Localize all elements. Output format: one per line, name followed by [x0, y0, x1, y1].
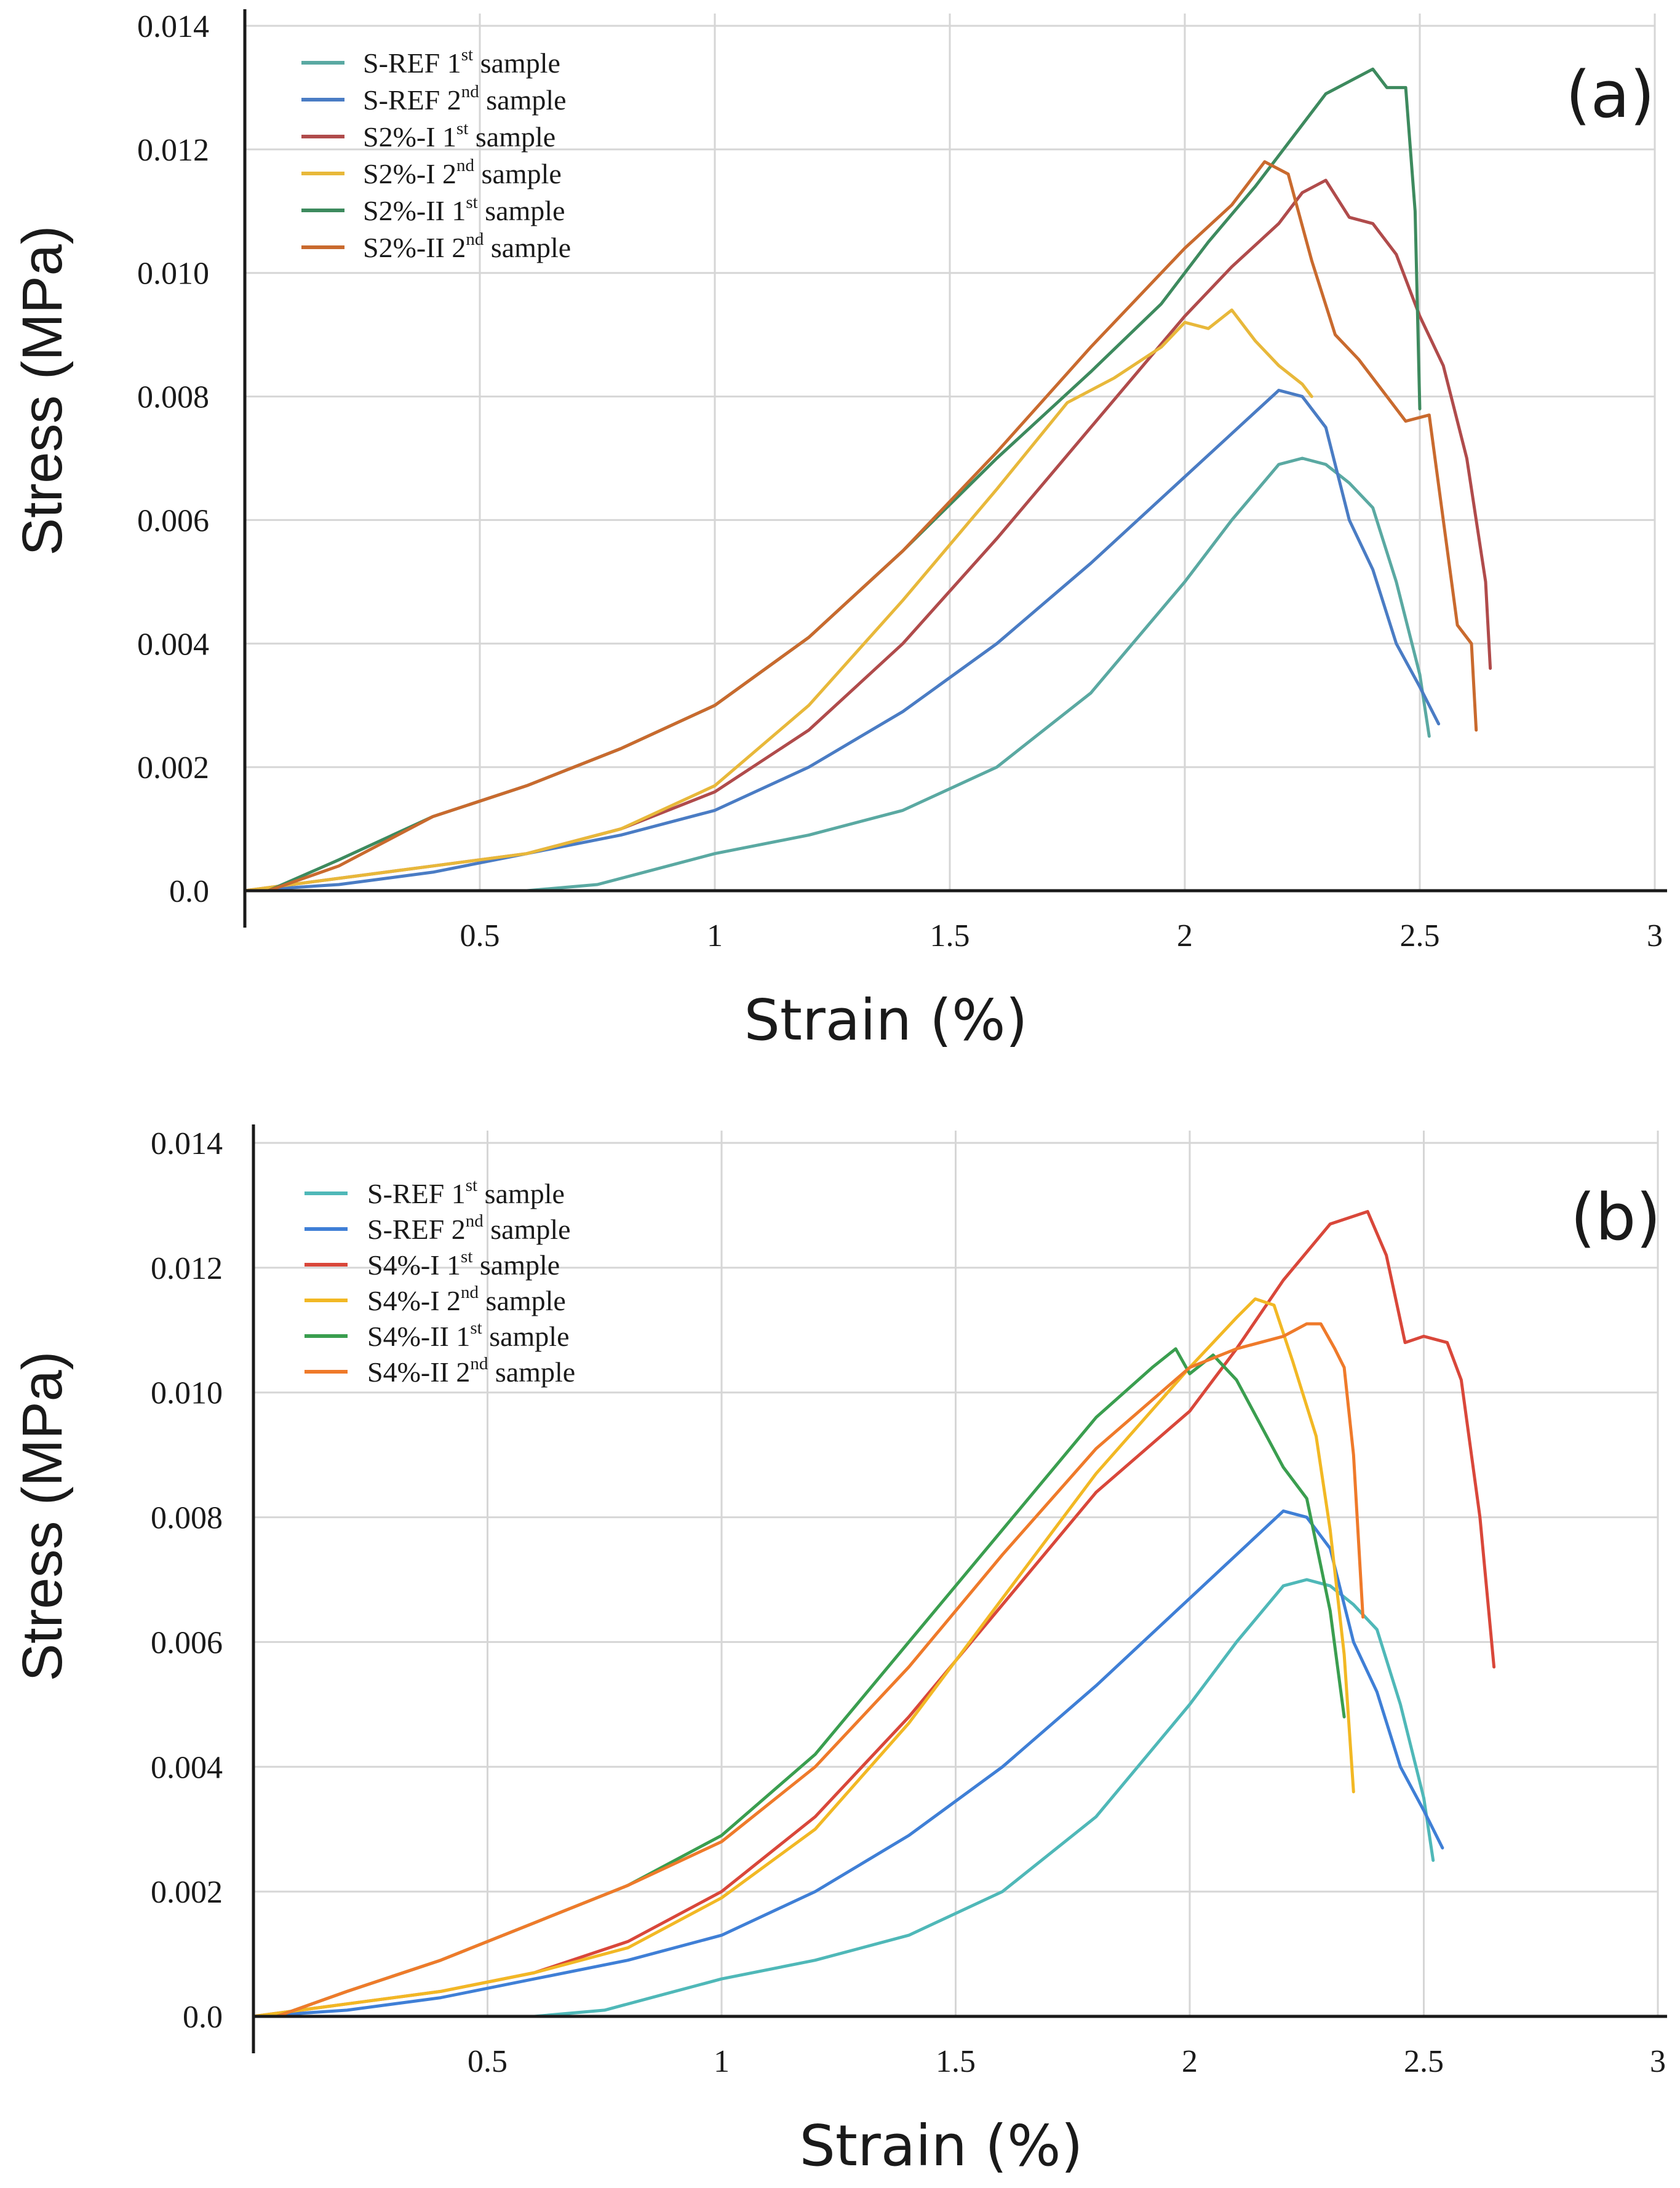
legend-label: S4%-II 2nd sample [367, 1354, 575, 1388]
y-axis-label: Stress (MPa) [11, 1351, 74, 1682]
x-tick-label: 1.5 [936, 2044, 976, 2079]
y-axis-label: Stress (MPa) [11, 226, 74, 556]
legend-label: S2%-II 2nd sample [363, 229, 571, 263]
series-line-4 [243, 308, 1313, 893]
y-tick-label: 0.012 [151, 1251, 223, 1286]
y-tick-label: 0.008 [151, 1501, 223, 1536]
legend-item: S2%-II 2nd sample [301, 229, 571, 263]
y-tick-label: 0.008 [137, 380, 209, 415]
legend-item: S-REF 2nd sample [305, 1211, 571, 1245]
y-tick-label: 0.006 [151, 1625, 223, 1660]
y-tick-label: 0.004 [151, 1750, 223, 1785]
legend-label: S2%-I 1st sample [363, 119, 555, 153]
series-line-6 [266, 160, 1478, 893]
grid [253, 1131, 1659, 2016]
x-axis-label: Strain (%) [800, 2113, 1083, 2179]
series-line-2 [252, 1509, 1444, 2018]
y-tick-label: 0.010 [151, 1376, 223, 1411]
y-tick-label: 0.002 [137, 750, 209, 786]
legend-item: S2%-I 2nd sample [301, 156, 562, 189]
legend-item: S4%-II 2nd sample [305, 1354, 575, 1388]
y-tick-label: 0.014 [137, 9, 209, 44]
tick-labels: 0.5 1 1.5 2 2.5 3 0.0 0.002 0.004 0.006 0.008 0.010… [151, 1126, 1666, 2079]
x-tick-label: 3 [1647, 918, 1663, 953]
series-line-3 [243, 178, 1492, 893]
legend-label: S-REF 1st sample [363, 45, 560, 79]
panel-label: (a) [1566, 57, 1655, 132]
x-tick-label: 2.5 [1400, 918, 1440, 953]
y-tick-label: 0.002 [151, 1875, 223, 1910]
legend-label: S4%-II 1st sample [367, 1318, 570, 1352]
legend-item: S4%-I 1st sample [305, 1247, 560, 1281]
x-tick-label: 1 [714, 2044, 730, 2079]
legend-label: S4%-I 2nd sample [367, 1283, 566, 1316]
y-tick-label: 0.004 [137, 627, 209, 662]
series-line-6 [275, 1322, 1365, 2018]
y-tick-label: 0.014 [151, 1126, 223, 1161]
legend-item: S-REF 1st sample [305, 1176, 565, 1209]
series-line-4 [252, 1297, 1355, 2018]
series-line-2 [243, 389, 1441, 893]
series-line-3 [252, 1210, 1496, 2018]
y-tick-label: 0.006 [137, 503, 209, 538]
y-tick-label: 0.0 [183, 2000, 223, 2035]
x-axis-label: Strain (%) [744, 987, 1028, 1053]
series-line-1 [243, 456, 1431, 893]
legend-label: S4%-I 1st sample [367, 1247, 560, 1281]
legend-item: S4%-I 2nd sample [305, 1283, 566, 1316]
legend-label: S2%-II 1st sample [363, 193, 565, 226]
x-tick-label: 1 [707, 918, 723, 953]
legend-item: S-REF 2nd sample [301, 82, 567, 116]
legend-item: S2%-I 1st sample [301, 119, 555, 153]
x-tick-label: 0.5 [468, 2044, 508, 2079]
x-tick-label: 0.5 [460, 918, 500, 953]
axes [252, 1124, 1667, 2053]
series-line-5 [275, 1347, 1346, 2018]
series-layer [243, 67, 1492, 893]
x-tick-label: 2 [1182, 2044, 1198, 2079]
y-tick-label: 0.012 [137, 133, 209, 168]
y-tick-label: 0.010 [137, 257, 209, 292]
series-layer [252, 1210, 1496, 2018]
tick-labels: 0.5 1 1.5 2 2.5 3 0.0 0.002 0.004 0.006 0.008 0.010… [137, 9, 1663, 953]
y-axis-title: Stress (MPa) [11, 226, 74, 556]
legend-item: S2%-II 1st sample [301, 193, 565, 226]
x-tick-label: 3 [1650, 2044, 1666, 2079]
series-line-1 [252, 1578, 1435, 2018]
legend-label: S-REF 2nd sample [367, 1211, 571, 1245]
panel-label: (b) [1571, 1180, 1661, 1255]
axes [243, 9, 1667, 928]
x-tick-label: 2.5 [1404, 2044, 1444, 2079]
y-tick-label: 0.0 [169, 874, 209, 909]
x-tick-label: 1.5 [930, 918, 970, 953]
legend-item: S-REF 1st sample [301, 45, 560, 79]
legend-label: S-REF 2nd sample [363, 82, 567, 116]
legend-label: S-REF 1st sample [367, 1176, 565, 1209]
chart-panel-a: Stress (MPa) Strain (%) (a) 0.5 1 1.5 2 2.5 3… [11, 9, 1667, 1053]
x-tick-label: 2 [1177, 918, 1193, 953]
legend-item: S4%-II 1st sample [305, 1318, 570, 1352]
chart-panel-b: Stress (MPa) Strain (%) (b) 0.5 1 1.5 2 2.5 3… [11, 1124, 1667, 2179]
legend-label: S2%-I 2nd sample [363, 156, 562, 189]
